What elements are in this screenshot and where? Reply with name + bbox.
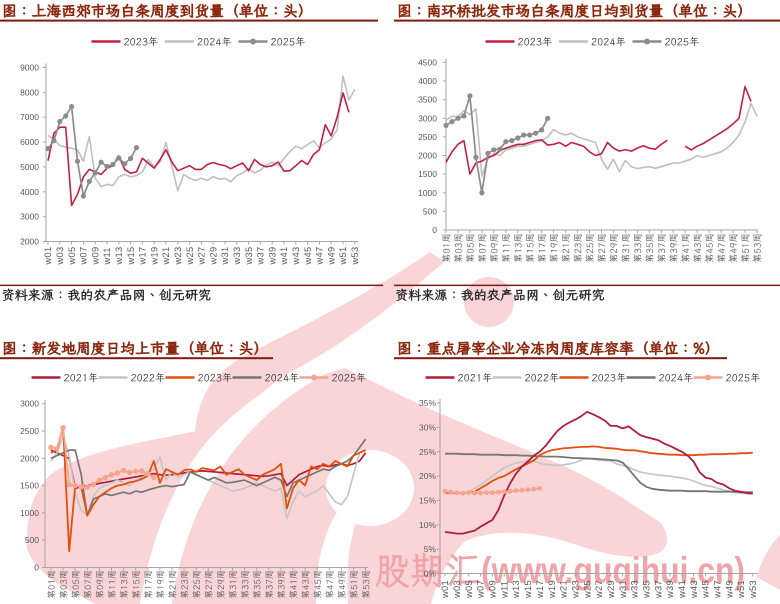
svg-text:25%: 25% — [419, 447, 436, 457]
svg-text:w13: w13 — [114, 247, 124, 266]
svg-text:w11: w11 — [102, 247, 112, 265]
svg-text:w37: w37 — [256, 247, 266, 266]
svg-text:w11: w11 — [499, 581, 509, 599]
svg-text:w27: w27 — [197, 247, 207, 266]
svg-text:w47: w47 — [315, 247, 325, 266]
svg-text:w17: w17 — [138, 247, 148, 266]
svg-text:w05: w05 — [67, 247, 77, 266]
svg-text:15%: 15% — [419, 495, 436, 505]
svg-text:4500: 4500 — [418, 57, 437, 67]
svg-text:30%: 30% — [419, 422, 436, 432]
svg-text:w19: w19 — [547, 580, 557, 599]
svg-text:w49: w49 — [724, 580, 734, 599]
svg-text:1000: 1000 — [20, 508, 39, 518]
svg-text:8000: 8000 — [20, 87, 39, 97]
svg-text:1500: 1500 — [20, 481, 39, 491]
svg-text:w03: w03 — [452, 580, 462, 599]
svg-text:w19: w19 — [149, 247, 159, 266]
svg-text:w41: w41 — [677, 580, 687, 599]
svg-text:w27: w27 — [594, 580, 604, 599]
svg-text:2000: 2000 — [20, 453, 39, 463]
svg-text:(www.guqihui.cn): (www.guqihui.cn) — [481, 550, 745, 591]
svg-text:w07: w07 — [79, 247, 89, 266]
svg-text:w51: w51 — [338, 247, 348, 266]
svg-text:0%: 0% — [424, 569, 437, 579]
svg-text:7000: 7000 — [20, 112, 39, 122]
svg-text:w23: w23 — [570, 580, 580, 599]
svg-text:w15: w15 — [126, 247, 136, 266]
svg-text:w07: w07 — [476, 580, 486, 599]
svg-text:2500: 2500 — [418, 132, 437, 142]
svg-text:w09: w09 — [90, 247, 100, 266]
svg-text:2500: 2500 — [20, 426, 39, 436]
svg-text:w37: w37 — [653, 580, 663, 599]
svg-text:w29: w29 — [606, 580, 616, 599]
svg-text:3000: 3000 — [418, 113, 437, 123]
svg-text:w51: w51 — [736, 580, 746, 599]
svg-text:w53: w53 — [748, 580, 758, 599]
svg-text:w13: w13 — [511, 580, 521, 599]
svg-text:w45: w45 — [701, 580, 711, 599]
svg-text:w49: w49 — [326, 247, 336, 266]
svg-text:5000: 5000 — [20, 162, 39, 172]
svg-text:2000: 2000 — [418, 151, 437, 161]
svg-text:w39: w39 — [665, 580, 675, 599]
svg-text:w15: w15 — [523, 580, 533, 599]
svg-text:4000: 4000 — [20, 187, 39, 197]
svg-text:w09: w09 — [488, 580, 498, 599]
svg-text:3500: 3500 — [418, 95, 437, 105]
svg-text:1500: 1500 — [418, 169, 437, 179]
svg-text:35%: 35% — [419, 398, 436, 408]
svg-text:2000: 2000 — [20, 237, 39, 247]
svg-text:w33: w33 — [232, 247, 242, 266]
svg-text:6000: 6000 — [20, 137, 39, 147]
svg-text:0: 0 — [34, 563, 39, 573]
svg-text:w31: w31 — [220, 247, 230, 266]
svg-text:w25: w25 — [185, 247, 195, 266]
svg-text:w43: w43 — [689, 580, 699, 599]
svg-text:w47: w47 — [713, 580, 723, 599]
svg-text:500: 500 — [423, 206, 437, 216]
svg-text:9000: 9000 — [20, 63, 39, 73]
svg-text:w21: w21 — [161, 247, 171, 266]
svg-text:w41: w41 — [279, 247, 289, 266]
svg-text:w43: w43 — [291, 247, 301, 266]
svg-text:3000: 3000 — [20, 399, 39, 409]
svg-text:w35: w35 — [642, 580, 652, 599]
svg-text:500: 500 — [25, 535, 39, 545]
svg-text:w17: w17 — [535, 580, 545, 599]
svg-text:4000: 4000 — [418, 76, 437, 86]
svg-text:w31: w31 — [618, 580, 628, 599]
svg-text:w01: w01 — [440, 580, 450, 599]
svg-text:w39: w39 — [267, 247, 277, 266]
svg-text:w53: w53 — [350, 247, 360, 266]
svg-text:w33: w33 — [630, 580, 640, 599]
svg-text:w01: w01 — [43, 247, 53, 266]
svg-text:20%: 20% — [419, 471, 436, 481]
svg-text:5%: 5% — [424, 544, 437, 554]
svg-text:w45: w45 — [303, 247, 313, 266]
svg-text:0: 0 — [432, 225, 437, 235]
svg-text:1000: 1000 — [418, 188, 437, 198]
svg-text:3000: 3000 — [20, 212, 39, 222]
svg-text:w35: w35 — [244, 247, 254, 266]
svg-text:w23: w23 — [173, 247, 183, 266]
svg-text:w25: w25 — [582, 580, 592, 599]
svg-text:w21: w21 — [559, 580, 569, 599]
svg-text:w05: w05 — [464, 580, 474, 599]
svg-text:10%: 10% — [419, 520, 436, 530]
svg-text:w03: w03 — [55, 247, 65, 266]
svg-text:w29: w29 — [208, 247, 218, 266]
